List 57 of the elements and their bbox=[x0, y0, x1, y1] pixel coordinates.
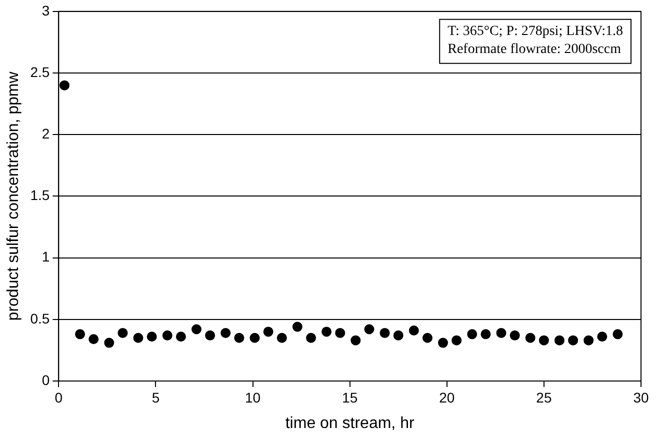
point bbox=[191, 324, 202, 334]
point bbox=[205, 330, 216, 340]
point bbox=[554, 335, 564, 346]
point bbox=[88, 334, 99, 344]
y-axis-title: product sulfur concentration, ppmw bbox=[5, 71, 22, 321]
x-tick-label: 0 bbox=[54, 389, 63, 406]
point bbox=[510, 330, 520, 340]
x-axis-title: time on stream, hr bbox=[285, 414, 415, 432]
annotation: Reformate flowrate: 2000sccm bbox=[448, 42, 622, 58]
x-tick-label: 20 bbox=[439, 389, 455, 406]
point bbox=[306, 332, 316, 343]
point bbox=[380, 328, 390, 338]
point bbox=[364, 324, 374, 334]
y-tick-label: 1.5 bbox=[30, 187, 50, 204]
point bbox=[480, 329, 491, 340]
x-tick-label: 25 bbox=[536, 389, 552, 406]
point bbox=[422, 332, 432, 343]
point bbox=[408, 325, 419, 336]
point bbox=[250, 332, 260, 343]
point bbox=[104, 338, 114, 348]
point bbox=[176, 332, 186, 342]
point bbox=[467, 329, 478, 340]
x-tick-label: 15 bbox=[342, 389, 358, 406]
point bbox=[525, 332, 536, 343]
point bbox=[335, 328, 346, 338]
y-tick-label: 2.5 bbox=[30, 64, 50, 80]
y-tick-label: 3 bbox=[42, 2, 50, 18]
point bbox=[496, 328, 506, 338]
point bbox=[234, 332, 244, 343]
y-tick-label: 0.5 bbox=[30, 310, 50, 326]
point bbox=[59, 80, 70, 90]
point bbox=[393, 330, 404, 340]
point bbox=[118, 328, 128, 338]
point bbox=[568, 335, 578, 346]
point bbox=[612, 329, 623, 340]
x-tick-label: 10 bbox=[244, 389, 261, 406]
point bbox=[584, 335, 594, 346]
point bbox=[322, 326, 332, 337]
point bbox=[133, 332, 144, 343]
point bbox=[276, 332, 287, 343]
y-tick-label: 2 bbox=[42, 125, 50, 142]
point bbox=[162, 330, 172, 340]
point bbox=[597, 332, 608, 342]
point bbox=[538, 335, 549, 346]
point bbox=[292, 322, 302, 332]
point bbox=[350, 335, 361, 346]
point bbox=[75, 329, 86, 340]
y-tick-label: 0 bbox=[42, 372, 50, 388]
annotation: T: 365°C; P: 278psi; LHSV:1.8 bbox=[448, 24, 624, 40]
point bbox=[452, 335, 462, 346]
x-tick-label: 5 bbox=[152, 389, 160, 406]
x-tick-label: 30 bbox=[633, 389, 649, 406]
point bbox=[438, 338, 448, 348]
point bbox=[263, 326, 274, 337]
point bbox=[146, 332, 157, 342]
y-tick-label: 1 bbox=[42, 248, 50, 265]
point bbox=[220, 328, 231, 338]
